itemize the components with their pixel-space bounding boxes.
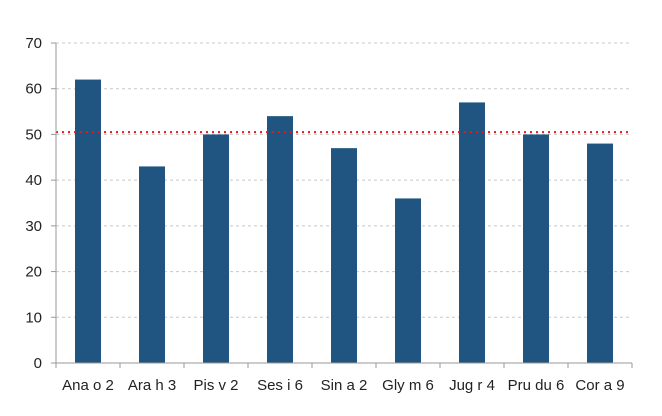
bar-ana-o-2 <box>75 79 101 364</box>
x-tick-label: Ses i 6 <box>257 377 303 394</box>
y-tick-label: 70 <box>25 35 42 52</box>
bar-pru-du-6 <box>523 134 549 363</box>
x-tick-label: Cor a 9 <box>575 377 624 394</box>
axes <box>51 42 633 368</box>
x-tick-label: Gly m 6 <box>382 377 434 394</box>
bars <box>75 79 613 364</box>
bar-jug-r-4 <box>459 102 485 363</box>
y-tick-label: 10 <box>25 309 42 326</box>
bar-ses-i-6 <box>267 116 293 364</box>
bar-pis-v-2 <box>203 134 229 363</box>
y-tick-label: 20 <box>25 264 42 281</box>
bar-gly-m-6 <box>395 198 421 363</box>
x-tick-label: Ana o 2 <box>62 377 114 394</box>
bar-ara-h-3 <box>139 166 165 363</box>
y-tick-label: 60 <box>25 81 42 98</box>
x-tick-label: Sin a 2 <box>321 377 368 394</box>
y-tick-label: 50 <box>25 126 42 143</box>
y-axis-tick-labels: 0 10 20 30 40 50 60 70 <box>25 35 42 372</box>
x-tick-label: Pru du 6 <box>508 377 565 394</box>
x-tick-label: Pis v 2 <box>193 377 238 394</box>
y-tick-label: 30 <box>25 218 42 235</box>
x-tick-label: Ara h 3 <box>128 377 176 394</box>
bar-sin-a-2 <box>331 148 357 363</box>
x-tick-label: Jug r 4 <box>449 377 495 394</box>
y-tick-label: 40 <box>25 172 42 189</box>
x-axis-tick-labels: Ana o 2 Ara h 3 Pis v 2 Ses i 6 Sin a 2 Gly m… <box>62 377 624 394</box>
bar-cor-a-9 <box>587 143 613 363</box>
y-tick-label: 0 <box>34 355 42 372</box>
